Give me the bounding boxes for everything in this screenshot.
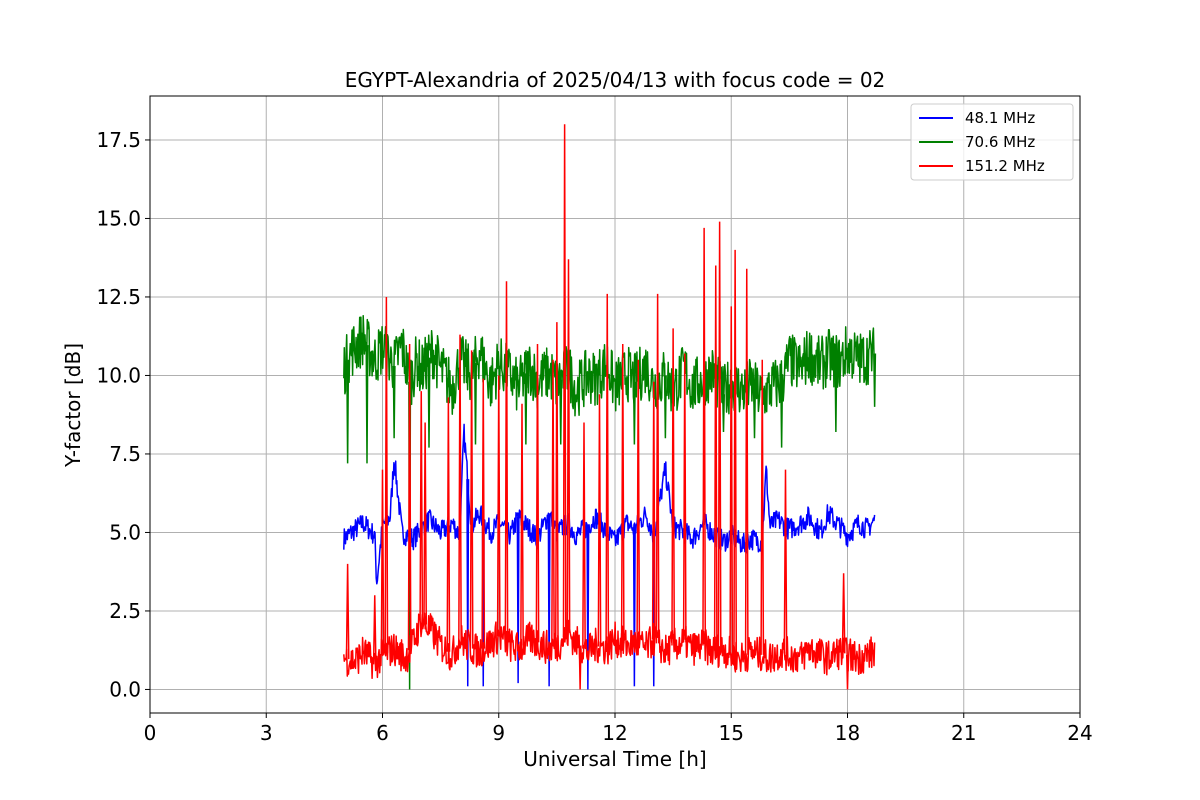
- y-tick-label: 10.0: [96, 363, 141, 387]
- series-spike: [458, 334, 462, 640]
- series-spike: [760, 359, 765, 655]
- y-tick-label: 7.5: [109, 442, 141, 466]
- series-spike: [717, 221, 722, 650]
- series-spike: [620, 344, 625, 644]
- series-spike: [733, 249, 738, 656]
- series-dip: [632, 381, 636, 445]
- x-tick-label: 0: [144, 721, 157, 745]
- series-dip: [392, 366, 396, 439]
- y-axis: 0.0 2.5 5.0 7.5 10.0 12.5 15.0 17.5: [96, 128, 150, 701]
- series-dip: [466, 479, 470, 687]
- y-tick-label: 15.0: [96, 206, 141, 230]
- x-tick-label: 9: [492, 721, 505, 745]
- legend-label: 151.2 MHz: [965, 157, 1045, 175]
- series-spike: [744, 268, 749, 655]
- series-layer: [343, 124, 877, 690]
- series-spike: [535, 344, 540, 643]
- series-spike: [446, 397, 451, 652]
- series-spike: [841, 573, 846, 654]
- series-spike: [481, 378, 486, 649]
- legend-label: 48.1 MHz: [965, 109, 1035, 127]
- series-spike: [562, 124, 567, 638]
- series-spike: [783, 469, 788, 654]
- x-tick-label: 3: [260, 721, 273, 745]
- legend-frame: [910, 103, 1074, 181]
- x-tick-label: 12: [602, 721, 627, 745]
- y-tick-label: 17.5: [96, 128, 141, 152]
- series-spike: [655, 293, 660, 644]
- series-spike: [551, 359, 555, 648]
- series-dip: [721, 394, 726, 432]
- series-dip: [473, 362, 478, 445]
- series-dip: [632, 529, 636, 687]
- series-spike: [582, 422, 586, 649]
- series-spike: [597, 394, 602, 647]
- series-dip: [663, 375, 667, 439]
- series-dip: [873, 353, 877, 407]
- x-axis: 0 3 6 9 12 15 18 21 24: [144, 713, 1093, 745]
- series-dip: [578, 645, 582, 690]
- series-spike: [636, 359, 641, 645]
- series-spike: [384, 296, 389, 653]
- series-spike: [504, 281, 509, 643]
- series-spike: [423, 422, 428, 625]
- series-spike: [419, 391, 424, 621]
- series-dip: [365, 345, 369, 464]
- series-dip: [524, 373, 528, 445]
- x-tick-label: 6: [376, 721, 389, 745]
- series-spike: [372, 595, 377, 665]
- series-dip: [427, 357, 431, 448]
- series-line: [343, 612, 876, 680]
- series-spike: [605, 293, 610, 649]
- series-spike: [554, 322, 559, 646]
- series-spike: [566, 259, 571, 633]
- series-dip: [346, 359, 350, 464]
- series-dip: [586, 526, 590, 690]
- x-tick-label: 15: [719, 721, 744, 745]
- series-spike: [702, 227, 707, 646]
- y-tick-label: 2.5: [109, 599, 141, 623]
- series-dip: [834, 360, 838, 432]
- series-dip: [780, 381, 784, 448]
- y-tick-label: 12.5: [96, 285, 141, 309]
- y-tick-label: 0.0: [109, 677, 141, 701]
- x-tick-label: 18: [835, 721, 860, 745]
- series-2: [343, 124, 876, 690]
- legend-label: 70.6 MHz: [965, 133, 1035, 151]
- series-dip: [547, 513, 551, 687]
- x-tick-label: 24: [1067, 721, 1092, 745]
- series-spike: [682, 353, 687, 643]
- series-spike: [520, 403, 524, 646]
- y-axis-label: Y-factor [dB]: [61, 343, 85, 468]
- series-spike: [345, 563, 350, 660]
- series-dip: [845, 654, 850, 690]
- series-spike: [651, 381, 656, 640]
- series-dip: [516, 516, 520, 684]
- y-tick-label: 5.0: [109, 520, 141, 544]
- series-spike: [729, 306, 734, 655]
- x-axis-label: Universal Time [h]: [523, 747, 706, 771]
- series-spike: [407, 344, 412, 651]
- series-spike: [713, 265, 718, 651]
- series-dip: [559, 379, 563, 445]
- legend: 48.1 MHz 70.6 MHz 151.2 MHz: [910, 103, 1074, 181]
- series-spike: [380, 469, 385, 655]
- series-dip: [752, 389, 757, 439]
- chart-title: EGYPT-Alexandria of 2025/04/13 with focu…: [345, 68, 886, 92]
- x-tick-label: 21: [951, 721, 976, 745]
- series-spike: [671, 328, 676, 646]
- series-spike: [469, 350, 474, 649]
- series-spike: [496, 375, 501, 637]
- series-line: [343, 314, 876, 417]
